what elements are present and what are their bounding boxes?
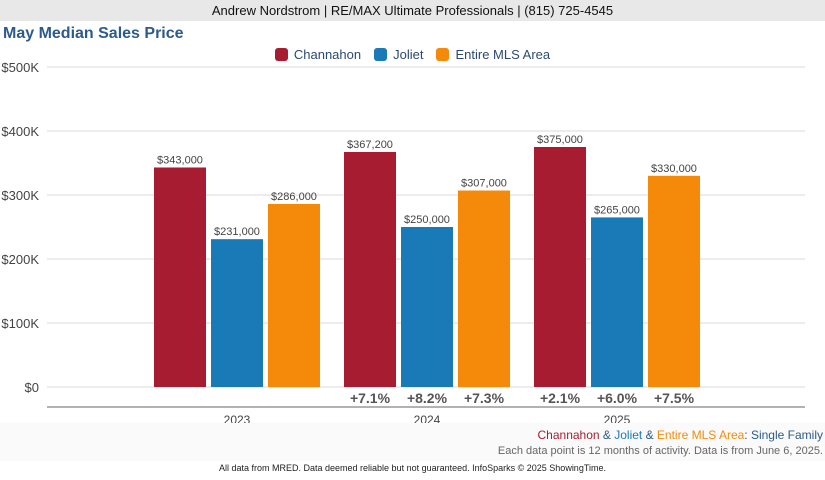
bar bbox=[534, 147, 586, 387]
y-tick-label: $0 bbox=[25, 380, 39, 395]
caption-part: & bbox=[599, 428, 615, 442]
y-tick-label: $400K bbox=[1, 124, 39, 139]
legend-item-joliet[interactable]: Joliet bbox=[374, 47, 423, 62]
caption-part: Entire MLS Area bbox=[656, 428, 745, 442]
data-label: $367,200 bbox=[347, 139, 393, 151]
y-tick-label: $200K bbox=[1, 252, 39, 267]
bar bbox=[344, 151, 396, 387]
change-label: +6.0% bbox=[597, 390, 638, 406]
y-tick-label: $300K bbox=[1, 188, 39, 203]
chart-title: May Median Sales Price bbox=[3, 25, 184, 42]
legend-swatch-mls-area bbox=[436, 47, 450, 61]
data-label: $250,000 bbox=[404, 214, 450, 226]
legend: Channahon Joliet Entire MLS Area bbox=[0, 45, 825, 63]
bar bbox=[591, 217, 643, 387]
bar-chart: $0 $100K $200K $300K $400K $500K 2023 $343,000 $… bbox=[1, 60, 805, 425]
data-label: $330,000 bbox=[651, 163, 697, 175]
legend-label-channahon: Channahon bbox=[293, 46, 362, 62]
legend-item-channahon[interactable]: Channahon bbox=[274, 46, 362, 62]
agent-header: Andrew Nordstrom | RE/MAX Ultimate Profe… bbox=[0, 0, 825, 21]
y-tick-label: $100K bbox=[1, 316, 39, 331]
change-label: +7.1% bbox=[350, 390, 391, 406]
data-label: $231,000 bbox=[214, 226, 260, 238]
series-caption: Channahon & Joliet & Entire MLS Area: Si… bbox=[538, 428, 824, 442]
legend-swatch-channahon bbox=[274, 47, 288, 61]
caption-part: & bbox=[642, 428, 657, 442]
bar bbox=[401, 227, 453, 387]
data-label: $286,000 bbox=[271, 191, 317, 203]
caption-part: Channahon bbox=[537, 428, 600, 442]
data-label: $307,000 bbox=[461, 178, 507, 190]
x-tick-label: 2025 bbox=[604, 413, 631, 425]
caption-part: : Single Family bbox=[744, 428, 823, 442]
x-tick-label: 2024 bbox=[414, 413, 441, 425]
y-tick-label: $500K bbox=[1, 60, 39, 75]
bar bbox=[268, 203, 320, 387]
footer-band bbox=[0, 423, 825, 461]
data-label: $375,000 bbox=[537, 134, 583, 146]
data-label: $265,000 bbox=[594, 204, 640, 216]
caption-part: Joliet bbox=[614, 428, 643, 442]
data-label: $343,000 bbox=[157, 154, 203, 166]
data-note: Each data point is 12 months of activity… bbox=[497, 445, 823, 457]
bar bbox=[154, 167, 206, 387]
legend-label-joliet: Joliet bbox=[393, 46, 424, 62]
change-label: +7.3% bbox=[464, 390, 505, 406]
bar bbox=[458, 190, 510, 387]
change-label: +7.5% bbox=[654, 390, 695, 406]
disclaimer: All data from MRED. Data deemed reliable… bbox=[218, 463, 606, 473]
x-tick-label: 2023 bbox=[224, 413, 251, 425]
change-label: +8.2% bbox=[407, 390, 448, 406]
legend-item-mls-area[interactable]: Entire MLS Area bbox=[436, 47, 550, 62]
legend-swatch-joliet bbox=[374, 47, 388, 61]
bar bbox=[211, 239, 263, 387]
agent-header-text: Andrew Nordstrom | RE/MAX Ultimate Profe… bbox=[211, 3, 614, 18]
legend-label-mls-area: Entire MLS Area bbox=[455, 46, 551, 62]
change-label: +2.1% bbox=[540, 390, 581, 406]
bar bbox=[648, 175, 700, 387]
